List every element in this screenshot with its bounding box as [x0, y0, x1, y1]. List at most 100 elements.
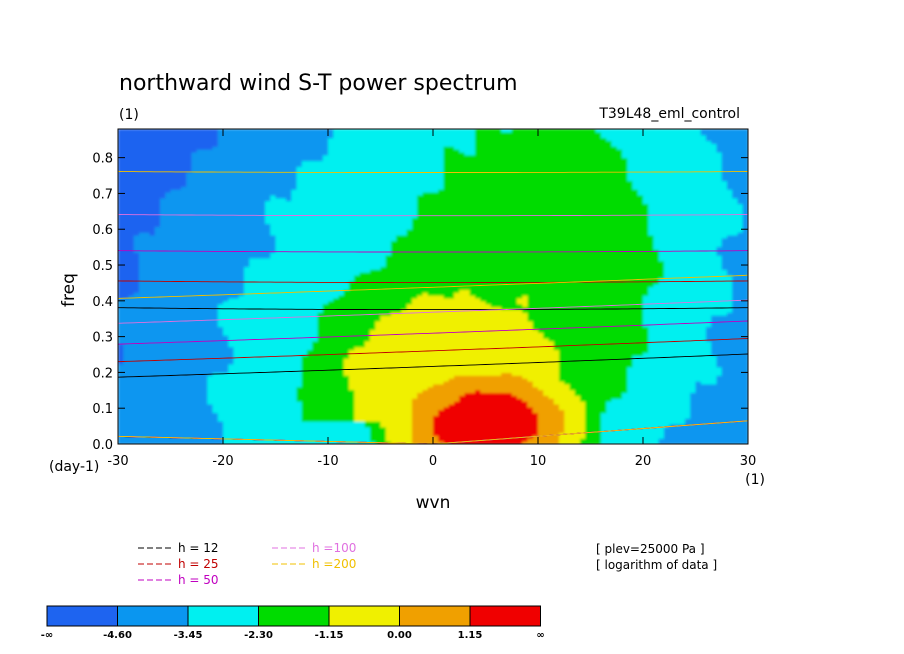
field-cell: [123, 214, 130, 219]
field-cell: [165, 389, 172, 394]
field-cell: [202, 131, 208, 136]
field-cell: [133, 140, 140, 144]
field-cell: [165, 329, 172, 333]
field-cell: [175, 194, 182, 199]
field-cell: [139, 129, 145, 133]
field-cell: [175, 340, 182, 345]
field-cell: [191, 151, 198, 156]
field-cell: [191, 318, 198, 322]
field-cell: [133, 312, 140, 316]
field-cell: [133, 192, 140, 196]
field-cell: [181, 383, 187, 388]
field-cell: [181, 212, 187, 216]
field-cell: [175, 280, 182, 285]
field-cell: [202, 234, 208, 239]
field-cell: [128, 363, 135, 368]
field-cell: [160, 426, 166, 431]
field-cell: [154, 260, 161, 265]
field-cell: [181, 401, 187, 405]
field-cell: [202, 137, 208, 142]
field-cell: [144, 383, 151, 388]
field-cell: [123, 401, 130, 405]
field-cell: [175, 297, 182, 302]
field-cell: [133, 326, 140, 331]
field-cell: [202, 418, 208, 422]
field-cell: [170, 223, 177, 227]
field-cell: [186, 252, 193, 256]
field-cell: [165, 260, 172, 265]
field-cell: [128, 183, 135, 187]
field-cell: [181, 263, 187, 268]
field-cell: [133, 383, 140, 388]
field-cell: [170, 163, 177, 167]
field-cell: [202, 326, 208, 331]
field-cell: [170, 386, 177, 391]
field-cell: [186, 423, 193, 428]
field-cell: [196, 226, 203, 230]
field-cell: [128, 372, 135, 376]
field-cell: [139, 157, 145, 162]
field-cell: [170, 381, 177, 385]
field-cell: [128, 332, 135, 336]
field-cell: [160, 174, 166, 179]
field-cell: [191, 343, 198, 348]
field-cell: [154, 234, 161, 239]
field-cell: [118, 232, 124, 236]
field-cell: [175, 214, 182, 219]
field-cell: [196, 149, 203, 153]
field-cell: [202, 237, 208, 242]
field-cell: [123, 360, 130, 365]
field-cell: [207, 360, 214, 365]
field-cell: [160, 338, 166, 342]
field-cell: [175, 286, 182, 290]
field-cell: [170, 412, 177, 416]
field-cell: [202, 263, 208, 268]
field-cell: [123, 275, 130, 279]
field-cell: [186, 189, 193, 193]
field-cell: [191, 435, 198, 439]
field-cell: [139, 369, 145, 374]
field-cell: [133, 209, 140, 213]
field-cell: [118, 257, 124, 262]
field-cell: [144, 352, 151, 356]
field-cell: [118, 212, 124, 216]
field-cell: [118, 151, 124, 156]
field-cell: [128, 432, 135, 437]
field-cell: [160, 169, 166, 173]
field-cell: [196, 338, 203, 342]
field-cell: [160, 355, 166, 359]
field-cell: [170, 206, 177, 210]
field-cell: [181, 151, 187, 156]
field-cell: [139, 149, 145, 153]
field-cell: [191, 257, 198, 262]
field-cell: [191, 283, 198, 288]
field-cell: [165, 146, 172, 150]
field-cell: [165, 131, 172, 136]
field-cell: [144, 277, 151, 282]
field-cell: [160, 335, 166, 339]
field-cell: [128, 163, 135, 167]
field-cell: [149, 426, 156, 431]
field-cell: [133, 275, 140, 279]
field-cell: [123, 203, 130, 207]
field-cell: [139, 363, 145, 368]
field-cell: [154, 326, 161, 331]
field-cell: [139, 280, 145, 285]
field-cell: [128, 346, 135, 351]
field-cell: [191, 295, 198, 299]
field-cell: [133, 315, 140, 319]
field-cell: [123, 223, 130, 227]
field-cell: [191, 386, 198, 391]
field-cell: [133, 323, 140, 328]
field-cell: [202, 429, 208, 434]
field-cell: [139, 277, 145, 282]
field-cell: [154, 318, 161, 322]
field-cell: [160, 143, 166, 147]
field-cell: [170, 355, 177, 359]
field-cell: [154, 383, 161, 388]
field-cell: [154, 406, 161, 411]
field-cell: [170, 415, 177, 419]
field-cell: [181, 257, 187, 262]
field-cell: [154, 398, 161, 402]
field-cell: [144, 194, 151, 199]
